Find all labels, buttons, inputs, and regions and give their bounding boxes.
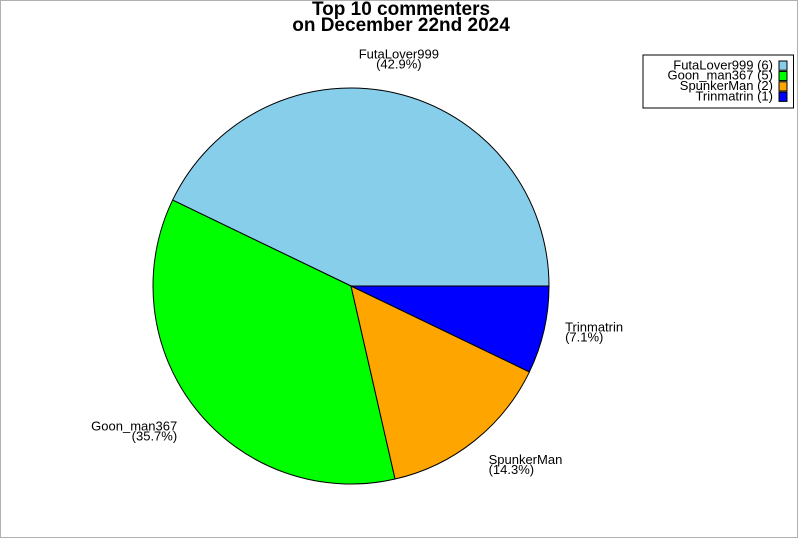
- svg-text:(35.7%): (35.7%): [132, 429, 178, 444]
- svg-text:Trinmatrin (1): Trinmatrin (1): [695, 89, 773, 104]
- svg-text:(14.3%): (14.3%): [489, 462, 535, 477]
- svg-text:(42.9%): (42.9%): [376, 57, 422, 72]
- svg-text:(7.1%): (7.1%): [565, 330, 603, 345]
